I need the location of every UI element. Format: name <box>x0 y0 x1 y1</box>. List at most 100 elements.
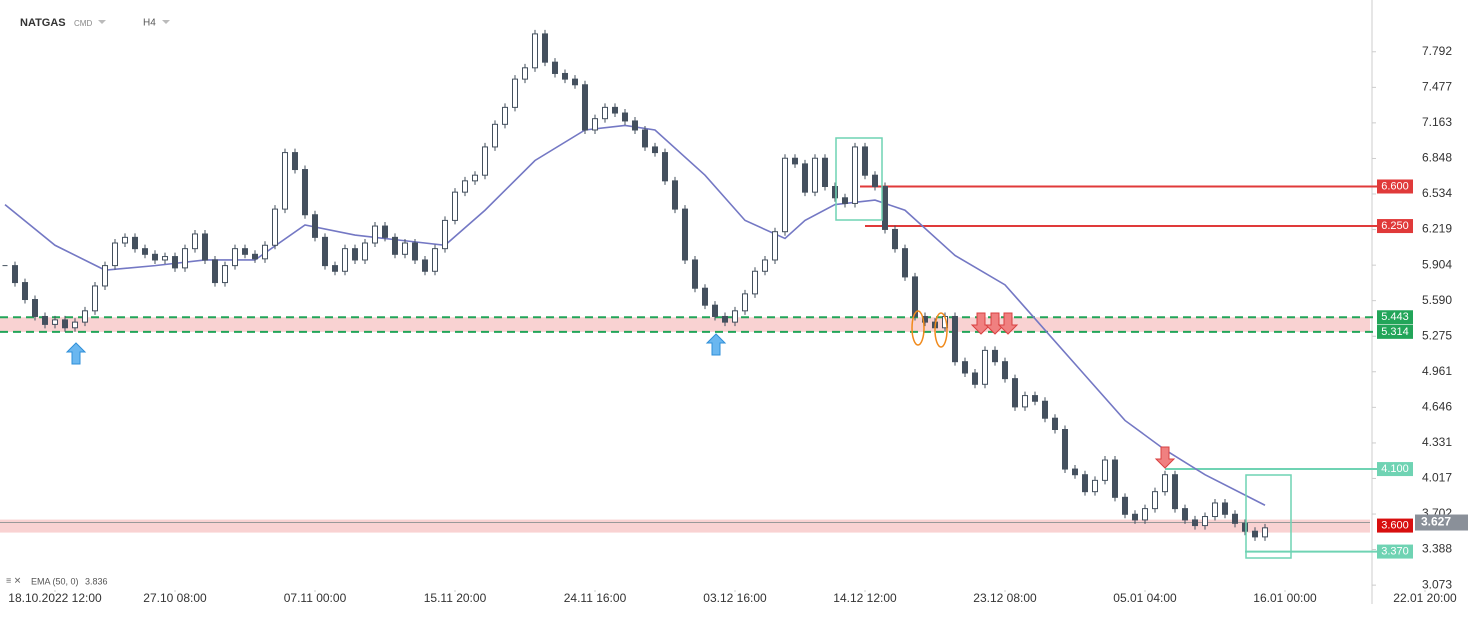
level-label: 4.100 <box>1381 463 1409 475</box>
candle <box>1172 474 1178 510</box>
candle <box>562 72 568 80</box>
last-price-badge <box>1415 514 1468 531</box>
indicator-value: 3.836 <box>85 576 108 586</box>
market[interactable]: CMD <box>74 19 92 28</box>
x-tick-label: 05.01 04:00 <box>1113 591 1177 605</box>
candle <box>912 276 918 317</box>
x-tick-label: 22.01 20:00 <box>1393 591 1457 605</box>
candle <box>1052 417 1058 431</box>
candle <box>842 197 848 204</box>
candle <box>1112 459 1118 498</box>
candle <box>1062 429 1068 470</box>
candle <box>152 253 158 261</box>
candle <box>282 152 288 210</box>
y-tick-label: 4.646 <box>1422 400 1452 414</box>
candle <box>522 67 528 80</box>
candle <box>102 265 108 287</box>
candle <box>292 152 298 171</box>
y-tick-label: 7.163 <box>1422 115 1452 129</box>
candle <box>1142 508 1148 521</box>
candle <box>782 157 788 233</box>
x-tick-label: 18.10.2022 12:00 <box>8 591 102 605</box>
candle <box>1092 479 1098 493</box>
candle <box>482 146 488 176</box>
y-tick-label: 7.477 <box>1422 80 1452 94</box>
candle <box>112 242 118 267</box>
level-label: 6.600 <box>1381 180 1409 192</box>
candle <box>692 259 698 289</box>
candle <box>492 123 498 148</box>
x-tick-label: 24.11 16:00 <box>564 591 627 605</box>
candle <box>1152 491 1158 510</box>
y-tick-label: 6.534 <box>1422 186 1452 200</box>
candle <box>1212 502 1218 518</box>
ema-line <box>4 124 1266 506</box>
y-tick-label: 4.017 <box>1422 471 1452 485</box>
dropdown[interactable] <box>162 20 170 24</box>
candle <box>732 310 738 323</box>
candle <box>1072 468 1078 476</box>
candle <box>672 180 678 210</box>
candle <box>532 33 538 69</box>
candle <box>1102 459 1108 481</box>
y-tick-label: 6.848 <box>1422 151 1452 165</box>
candle <box>1192 519 1198 527</box>
candle <box>232 248 238 267</box>
candle <box>472 174 478 182</box>
dropdown[interactable] <box>98 20 106 24</box>
candle <box>422 259 428 272</box>
candle <box>372 225 378 244</box>
y-tick-label: 7.792 <box>1422 44 1452 58</box>
indicator-icons[interactable]: ≡ ✕ <box>6 575 21 585</box>
candle <box>132 236 138 250</box>
candle <box>82 310 88 323</box>
y-tick-label: 5.590 <box>1422 293 1452 307</box>
candle <box>512 78 518 108</box>
candle <box>1232 513 1238 524</box>
layer: 6.600 6.250 5.443 5.314 4.100 3.600 3.370 3.627 <box>1377 179 1468 559</box>
candle <box>222 265 228 284</box>
candle <box>202 233 208 261</box>
candle <box>172 256 178 269</box>
candle <box>92 285 98 312</box>
level-badge <box>1377 324 1413 339</box>
candle <box>992 349 998 363</box>
candle <box>972 372 978 385</box>
candle <box>22 282 28 301</box>
y-tick-label: 6.219 <box>1422 222 1452 236</box>
arrows-down <box>970 312 1176 469</box>
y-tick-label: 4.961 <box>1422 364 1452 378</box>
candle <box>352 248 358 261</box>
candle <box>1042 400 1048 419</box>
candle <box>982 349 988 385</box>
candle <box>892 228 898 250</box>
candle <box>12 265 18 284</box>
candle <box>882 185 888 230</box>
candle <box>792 157 798 165</box>
candle <box>742 293 748 312</box>
candle <box>722 315 728 323</box>
candle <box>1222 502 1228 515</box>
candle <box>862 146 868 176</box>
candle <box>682 208 688 261</box>
symbol[interactable]: NATGAS <box>20 17 66 29</box>
candle <box>762 259 768 272</box>
candle <box>362 242 368 261</box>
candle <box>382 225 388 238</box>
candle <box>1132 513 1138 521</box>
candle <box>822 157 828 187</box>
interval[interactable]: H4 <box>143 18 156 29</box>
candle <box>32 299 38 317</box>
annotation-box <box>835 137 883 221</box>
candle <box>1002 361 1008 380</box>
arrows-up <box>65 333 727 365</box>
candle <box>272 208 278 246</box>
level-badge <box>1377 544 1413 559</box>
candle <box>62 319 68 329</box>
candle <box>542 33 548 63</box>
candle <box>212 259 218 284</box>
candle <box>252 253 258 260</box>
level-label: 6.250 <box>1381 220 1409 232</box>
layer: 7.792 7.477 7.163 6.848 6.534 6.219 5.904 5.590… <box>0 0 1457 605</box>
